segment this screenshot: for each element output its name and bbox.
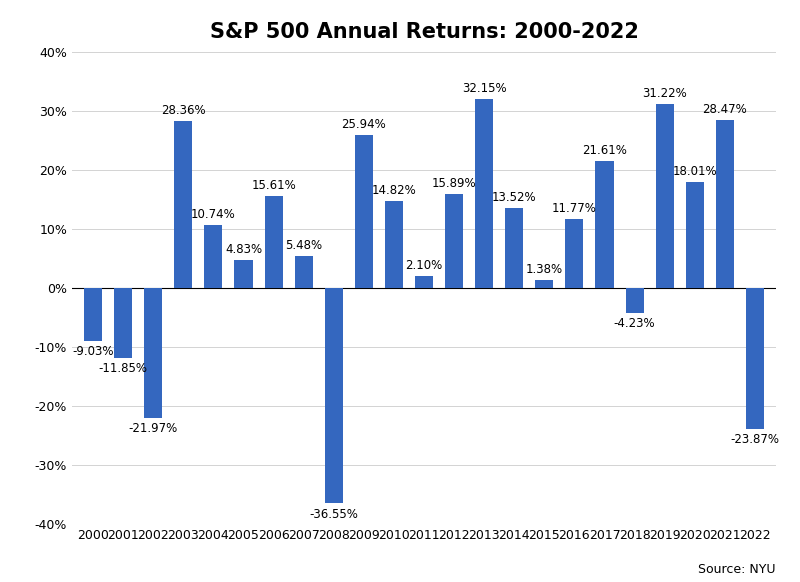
Text: -11.85%: -11.85% [98,362,148,375]
Text: -21.97%: -21.97% [129,422,178,435]
Text: 11.77%: 11.77% [552,201,597,215]
Text: 32.15%: 32.15% [462,81,506,94]
Bar [234,260,253,288]
Bar [686,182,704,288]
Text: 14.82%: 14.82% [371,184,416,197]
Text: 5.48%: 5.48% [285,239,322,251]
Text: Source: NYU: Source: NYU [698,563,776,576]
Text: 18.01%: 18.01% [673,165,717,178]
Text: 25.94%: 25.94% [342,118,386,131]
Bar [265,196,282,288]
Text: 15.89%: 15.89% [432,178,476,190]
Bar [595,161,614,288]
Title: S&P 500 Annual Returns: 2000-2022: S&P 500 Annual Returns: 2000-2022 [210,23,638,42]
Text: -4.23%: -4.23% [614,317,655,330]
Bar [385,201,403,288]
Text: 10.74%: 10.74% [191,208,236,221]
Bar [114,288,132,358]
Bar [294,256,313,288]
Bar [566,219,583,288]
Text: 21.61%: 21.61% [582,144,627,157]
Bar [535,280,554,288]
Bar [716,120,734,288]
Bar [656,104,674,288]
Bar [475,98,493,288]
Bar [746,288,764,429]
Text: 2.10%: 2.10% [406,258,442,272]
Text: -9.03%: -9.03% [72,346,114,359]
Text: 31.22%: 31.22% [642,87,687,100]
Bar [204,225,222,288]
Text: 4.83%: 4.83% [225,243,262,255]
Bar [355,135,373,288]
Bar [144,288,162,417]
Text: -23.87%: -23.87% [730,433,779,446]
Text: 28.36%: 28.36% [161,104,206,117]
Text: -36.55%: -36.55% [310,508,358,520]
Bar [626,288,644,313]
Bar [415,276,433,288]
Bar [445,194,463,288]
Text: 1.38%: 1.38% [526,263,563,276]
Bar [506,208,523,288]
Text: 28.47%: 28.47% [702,103,747,116]
Bar [84,288,102,341]
Text: 15.61%: 15.61% [251,179,296,192]
Text: 13.52%: 13.52% [492,191,537,204]
Bar [325,288,342,503]
Bar [174,121,192,288]
